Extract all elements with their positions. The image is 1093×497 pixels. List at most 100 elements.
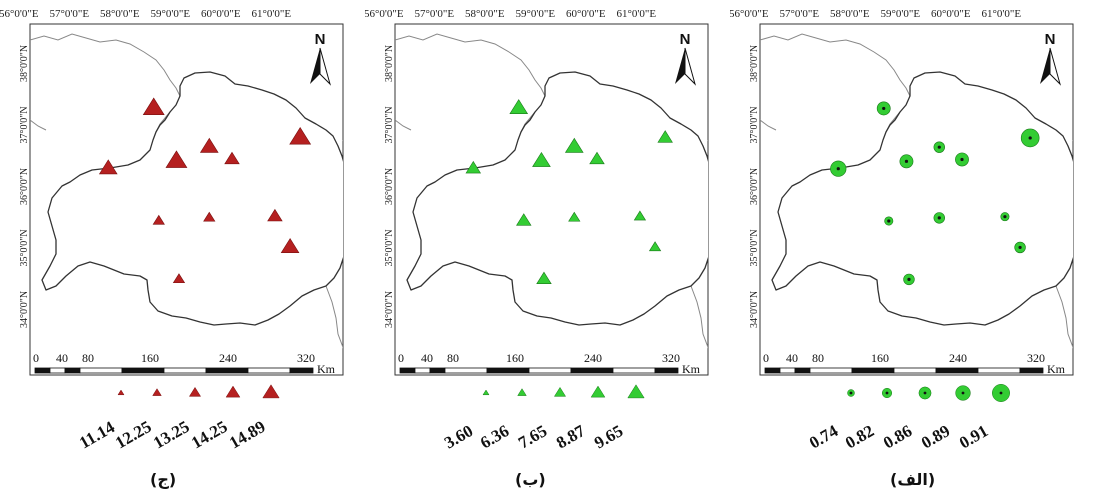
svg-text:N: N [1045,31,1056,48]
legend-symbol [590,385,606,398]
scale-tick-label: 320 [662,351,680,365]
legend-symbol [627,384,645,399]
scale-tick-label: 0 [763,351,769,365]
legend-symbol [152,388,162,396]
scale-tick-label: 80 [812,351,824,365]
legend-symbol [225,385,241,398]
station-marker [465,160,482,174]
station-marker [142,97,165,115]
latitude-label: 35°0'0"N [384,229,395,266]
station-marker [165,150,188,168]
station-center-dot [1003,215,1007,219]
longitude-label: 58°0'0"E [465,8,505,20]
scale-tick-label: 320 [1027,351,1045,365]
national-border [690,285,708,349]
scale-unit-label: Km [682,362,701,376]
north-arrow-icon: N [310,31,331,86]
scale-tick-label: 0 [398,351,404,365]
station-marker [199,137,219,153]
map-svg: 56°0'0"E 57°0'0"E 58°0'0"E 59°0'0"E 60°0'0"E… [730,8,1074,402]
station-center-dot [887,219,891,223]
latitude-label: 34°0'0"N [384,291,395,328]
province-outline [41,71,343,326]
latitude-label: 36°0'0"N [749,168,760,205]
latitude-label: 38°0'0"N [19,45,30,82]
scale-tick-label: 240 [219,351,237,365]
legend-symbol [553,386,567,397]
legend-symbol [117,389,125,396]
scale-tick-label: 320 [297,351,315,365]
scale-tick-label: 40 [786,351,798,365]
station-marker [589,151,605,165]
station-center-dot [1018,245,1022,250]
longitude-label: 59°0'0"E [151,8,191,20]
station-marker [280,238,300,253]
scale-tick-label: 240 [949,351,967,365]
longitude-label: 61°0'0"E [617,8,657,20]
latitude-label: 35°0'0"N [749,229,760,266]
longitude-label: 61°0'0"E [252,8,292,20]
station-marker [509,99,529,115]
national-border [30,119,47,131]
station-center-dot [960,157,964,162]
national-border [760,119,777,131]
station-marker [536,271,552,285]
longitude-label: 61°0'0"E [982,8,1022,20]
station-marker [568,211,581,222]
longitude-label: 60°0'0"E [931,8,971,20]
latitude-label: 38°0'0"N [749,45,760,82]
station-marker [648,241,662,252]
national-border [395,119,412,131]
longitude-label: 57°0'0"E [780,8,820,20]
scale-tick-label: 240 [584,351,602,365]
station-marker [516,213,532,226]
latitude-label: 37°0'0"N [749,106,760,143]
longitude-label: 56°0'0"E [0,8,39,20]
national-border [395,33,546,97]
longitude-label: 59°0'0"E [516,8,556,20]
svg-text:N: N [680,31,691,48]
longitude-label: 60°0'0"E [201,8,241,20]
scale-tick-label: 160 [141,351,159,365]
longitude-label: 56°0'0"E [365,8,404,20]
station-marker [532,151,551,167]
map-svg: 56°0'0"E 57°0'0"E 58°0'0"E 59°0'0"E 60°0'0"E… [365,8,709,399]
north-arrow-icon: N [1040,31,1061,86]
station-center-dot [836,167,840,171]
station-center-dot [907,277,911,281]
station-marker [289,126,312,145]
map-panel-be: 56°0'0"E 57°0'0"E 58°0'0"E 59°0'0"E 60°0'0"E… [365,0,710,497]
latitude-label: 37°0'0"N [384,106,395,143]
national-border [30,33,181,97]
station-marker [633,210,647,221]
legend-symbol-dot [999,391,1003,395]
latitude-label: 35°0'0"N [19,229,30,266]
station-marker [172,273,186,284]
scale-unit-label: Km [317,362,336,376]
scale-tick-label: 40 [421,351,433,365]
legend-symbol [482,389,490,396]
latitude-label: 36°0'0"N [19,168,30,205]
legend-symbol-dot [849,391,853,395]
station-marker [98,159,118,175]
scale-tick-label: 40 [56,351,68,365]
station-center-dot [1028,136,1032,140]
longitude-label: 56°0'0"E [730,8,769,20]
scale-tick-label: 80 [447,351,459,365]
legend-symbol-dot [885,391,889,395]
national-border [1055,285,1073,349]
legend-symbol-dot [961,391,965,395]
longitude-label: 58°0'0"E [100,8,140,20]
scale-tick-label: 160 [871,351,889,365]
panel-caption: (ج) [150,470,177,489]
latitude-label: 34°0'0"N [749,291,760,328]
national-border [760,33,911,97]
longitude-label: 58°0'0"E [830,8,870,20]
station-marker [267,208,283,222]
station-center-dot [937,145,941,149]
longitude-label: 60°0'0"E [566,8,606,20]
panel-caption: (الف) [890,470,936,489]
latitude-label: 36°0'0"N [384,168,395,205]
